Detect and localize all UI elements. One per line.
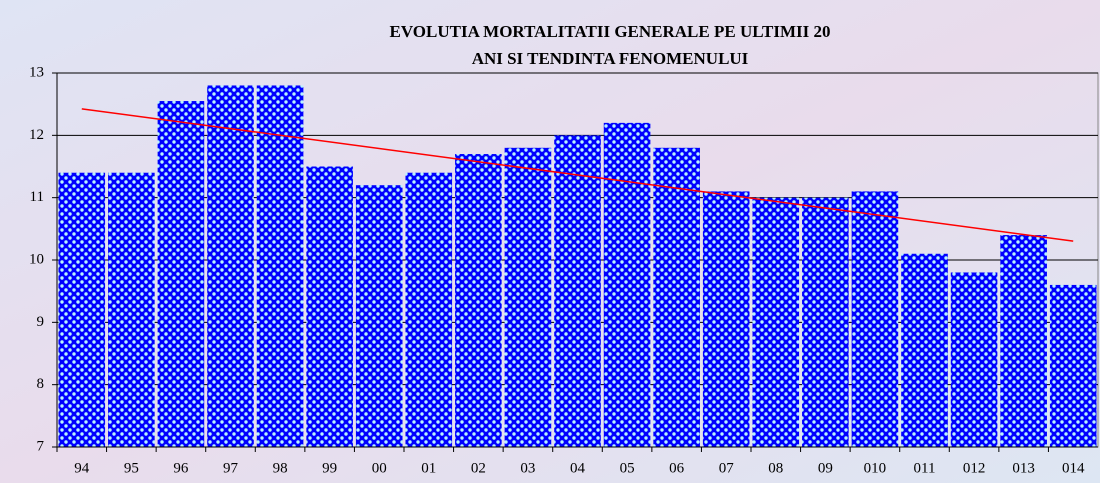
y-tick-label: 12 — [29, 127, 44, 143]
x-tick-label: 07 — [719, 460, 735, 476]
x-tick-label: 98 — [273, 460, 288, 476]
x-tick-label: 010 — [864, 460, 887, 476]
y-tick-label: 7 — [37, 438, 45, 454]
x-tick-label: 97 — [223, 460, 239, 476]
bar — [405, 172, 453, 447]
y-tick-label: 13 — [29, 64, 44, 80]
bar — [504, 147, 552, 448]
bar — [603, 122, 651, 447]
bar — [702, 191, 750, 447]
y-tick-label: 11 — [30, 189, 44, 205]
bar — [355, 185, 403, 447]
bar — [1000, 235, 1047, 447]
x-tick-label: 02 — [471, 460, 486, 476]
trend-line — [81, 108, 1074, 242]
x-tick-label: 09 — [818, 460, 833, 476]
bar — [108, 172, 155, 447]
y-tick-label: 8 — [37, 376, 45, 392]
x-tick-label: 014 — [1062, 460, 1085, 476]
bar — [802, 197, 849, 447]
x-tick-label: 03 — [520, 460, 535, 476]
x-tick-label: 96 — [173, 460, 189, 476]
bar — [455, 154, 502, 448]
x-tick-label: 04 — [570, 460, 586, 476]
x-tick-label: 95 — [124, 460, 139, 476]
bar — [554, 135, 601, 448]
bar — [950, 272, 998, 447]
bar — [653, 147, 700, 448]
bar — [306, 166, 353, 447]
bar — [157, 101, 205, 448]
x-tick-label: 94 — [74, 460, 90, 476]
x-tick-label: 99 — [322, 460, 337, 476]
chart-title: ANI SI TENDINTA FENOMENULUI — [472, 49, 749, 68]
bar — [752, 197, 800, 447]
x-tick-label: 06 — [669, 460, 685, 476]
x-tick-label: 01 — [421, 460, 436, 476]
y-tick-label: 10 — [29, 251, 44, 267]
bar — [851, 191, 899, 447]
bar — [901, 253, 948, 447]
bar — [58, 172, 106, 447]
x-tick-label: 011 — [914, 460, 936, 476]
x-tick-label: 00 — [372, 460, 387, 476]
y-tick-label: 9 — [37, 314, 45, 330]
bar — [1049, 284, 1097, 447]
chart-title: EVOLUTIA MORTALITATII GENERALE PE ULTIMI… — [390, 22, 831, 41]
bar — [256, 85, 304, 447]
bar — [207, 85, 254, 447]
x-tick-label: 05 — [620, 460, 635, 476]
x-tick-label: 013 — [1012, 460, 1035, 476]
x-tick-label: 012 — [963, 460, 986, 476]
x-tick-label: 08 — [768, 460, 783, 476]
